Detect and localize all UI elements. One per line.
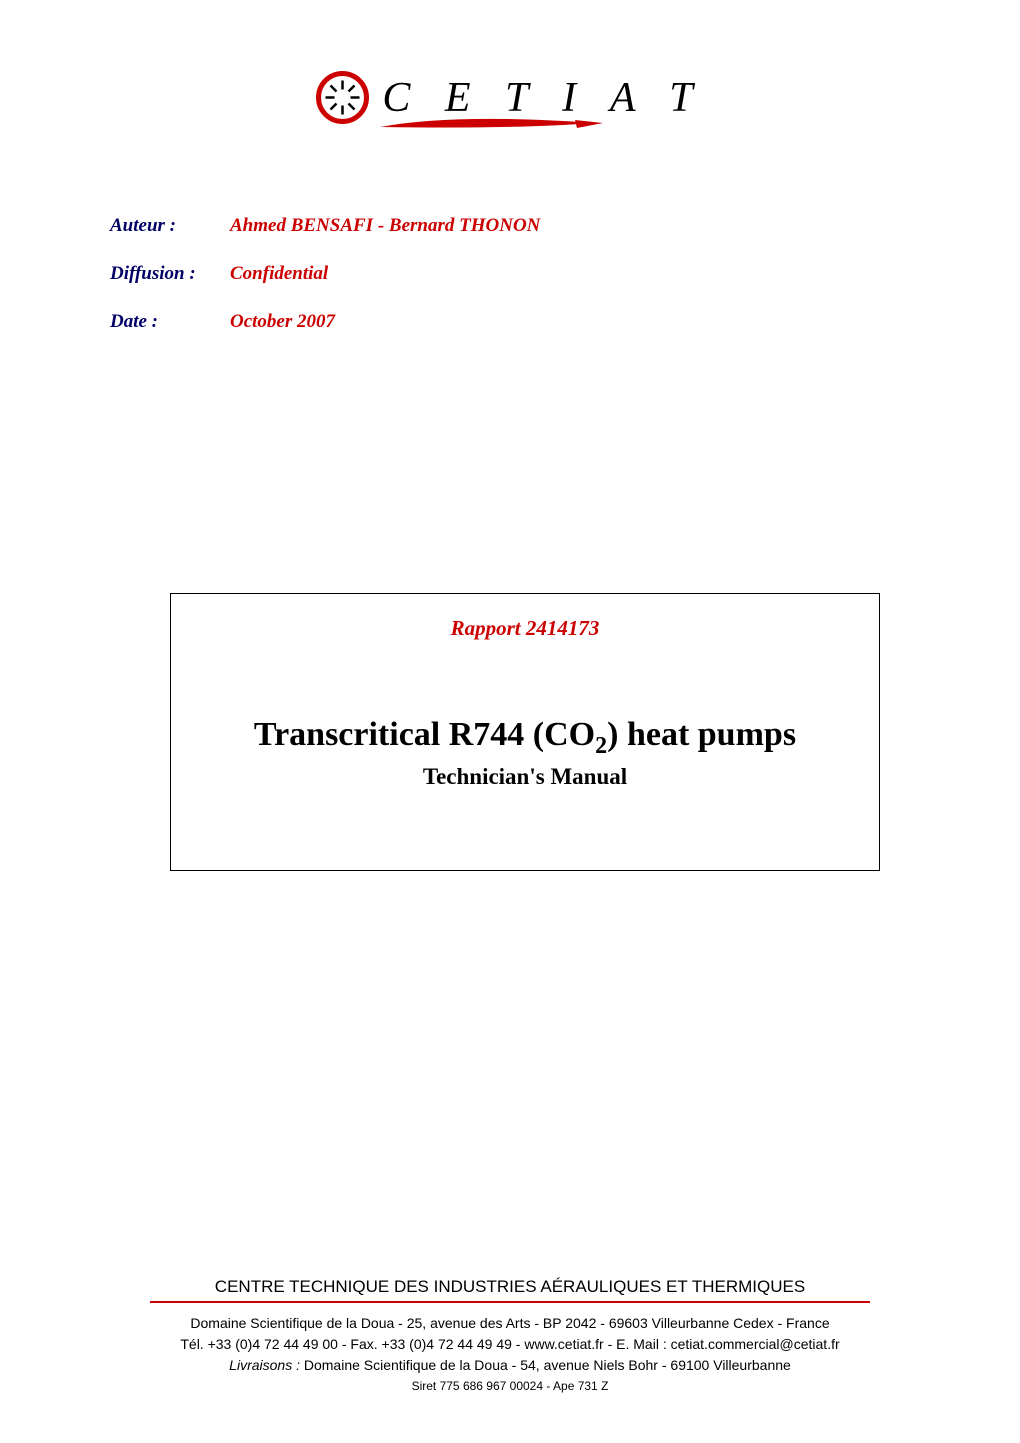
delivery-value: Domaine Scientifique de la Doua - 54, av… (300, 1357, 791, 1373)
cetiat-sun-icon (315, 70, 370, 125)
author-label: Auteur : (110, 215, 230, 237)
footer-contact: Tél. +33 (0)4 72 44 49 00 - Fax. +33 (0)… (0, 1334, 1020, 1355)
logo-container: C E T I A T (110, 70, 910, 125)
title-box: Rapport 2414173 Transcritical R744 (CO2)… (170, 593, 880, 871)
date-row: Date : October 2007 (110, 311, 910, 333)
footer-delivery: Livraisons : Domaine Scientifique de la … (0, 1355, 1020, 1376)
author-row: Auteur : Ahmed BENSAFI - Bernard THONON (110, 215, 910, 237)
delivery-label: Livraisons : (229, 1357, 300, 1373)
footer-organization: CENTRE TECHNIQUE DES INDUSTRIES AÉRAULIQ… (0, 1277, 1020, 1297)
subtitle: Technician's Manual (201, 764, 849, 790)
diffusion-value: Confidential (230, 263, 328, 285)
footer-divider (150, 1301, 870, 1303)
footer: CENTRE TECHNIQUE DES INDUSTRIES AÉRAULIQ… (0, 1277, 1020, 1393)
title-post: ) heat pumps (607, 716, 796, 753)
footer-address: Domaine Scientifique de la Doua - 25, av… (0, 1313, 1020, 1334)
cetiat-logo: C E T I A T (315, 70, 704, 125)
date-label: Date : (110, 311, 230, 333)
main-title: Transcritical R744 (CO2) heat pumps (201, 716, 849, 760)
footer-siret: Siret 775 686 967 00024 - Ape 731 Z (0, 1379, 1020, 1393)
report-number: Rapport 2414173 (201, 616, 849, 641)
diffusion-label: Diffusion : (110, 263, 230, 285)
metadata-block: Auteur : Ahmed BENSAFI - Bernard THONON … (110, 215, 910, 333)
title-subscript: 2 (595, 733, 607, 759)
diffusion-row: Diffusion : Confidential (110, 263, 910, 285)
author-value: Ahmed BENSAFI - Bernard THONON (230, 215, 540, 237)
logo-swoosh-icon (375, 115, 605, 133)
title-pre: Transcritical R744 (CO (254, 716, 595, 753)
document-page: C E T I A T Auteur : Ahmed BENSAFI - Ber… (0, 0, 1020, 1443)
date-value: October 2007 (230, 311, 335, 333)
